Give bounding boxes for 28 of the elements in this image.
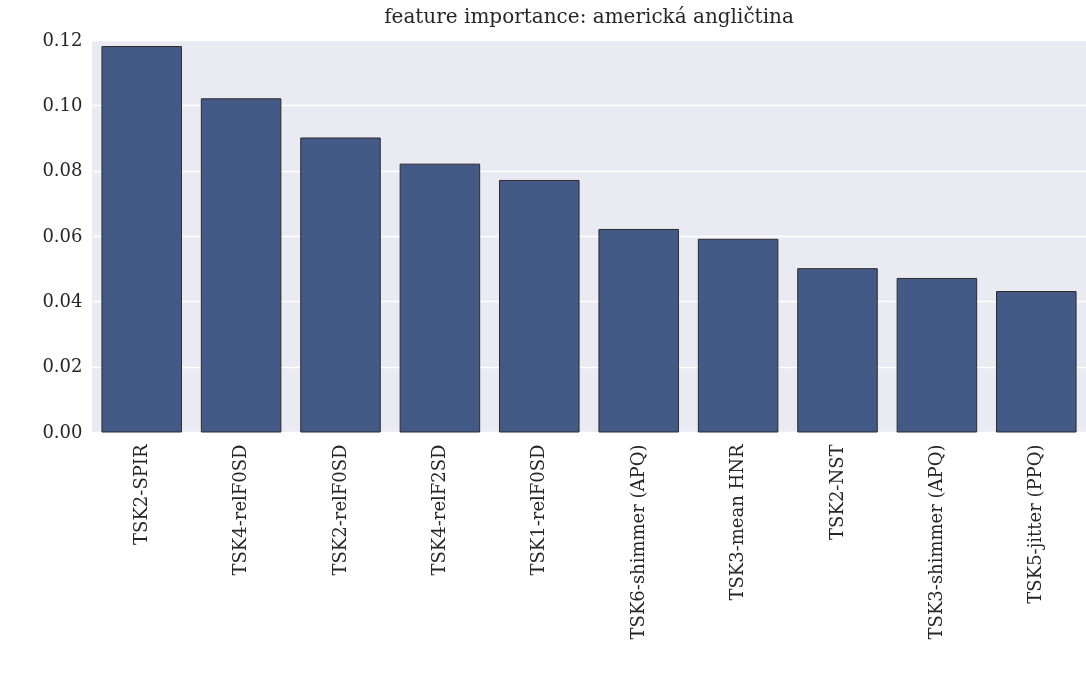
bar bbox=[697, 238, 779, 433]
bar bbox=[499, 179, 580, 433]
y-tick-label: 0.06 bbox=[42, 224, 83, 246]
x-tick-label: TSK3-mean HNR bbox=[726, 444, 748, 601]
x-tick-label: TSK2-relF0SD bbox=[328, 444, 350, 576]
x-tick-label: TSK4-relF0SD bbox=[229, 444, 251, 576]
y-tick-label: 0.12 bbox=[42, 28, 83, 50]
x-tick-label: TSK2-SPIR bbox=[129, 444, 151, 545]
bar bbox=[996, 291, 1077, 433]
y-tick-label: 0.02 bbox=[42, 355, 83, 377]
bar bbox=[797, 268, 878, 433]
y-tick-label: 0.00 bbox=[42, 420, 83, 442]
y-tick-label: 0.04 bbox=[42, 289, 83, 311]
y-tick-label: 0.08 bbox=[42, 159, 83, 181]
bar bbox=[896, 277, 978, 433]
bar bbox=[300, 137, 381, 433]
bar bbox=[200, 98, 282, 433]
chart-title: feature importance: americká angličtina bbox=[384, 4, 794, 28]
x-tick-label: TSK1-relF0SD bbox=[527, 444, 549, 576]
y-tick-label: 0.10 bbox=[42, 93, 83, 115]
x-tick-label: TSK6-shimmer (APQ) bbox=[626, 444, 648, 640]
bar bbox=[101, 46, 182, 433]
x-tick-label: TSK2-NST bbox=[825, 444, 847, 540]
bar bbox=[598, 228, 679, 433]
x-tick-label: TSK5-jitter (PPQ) bbox=[1024, 444, 1046, 604]
x-tick-label: TSK3-shimmer (APQ) bbox=[924, 444, 946, 640]
bar bbox=[399, 163, 481, 433]
x-tick-label: TSK4-relF2SD bbox=[427, 444, 449, 576]
